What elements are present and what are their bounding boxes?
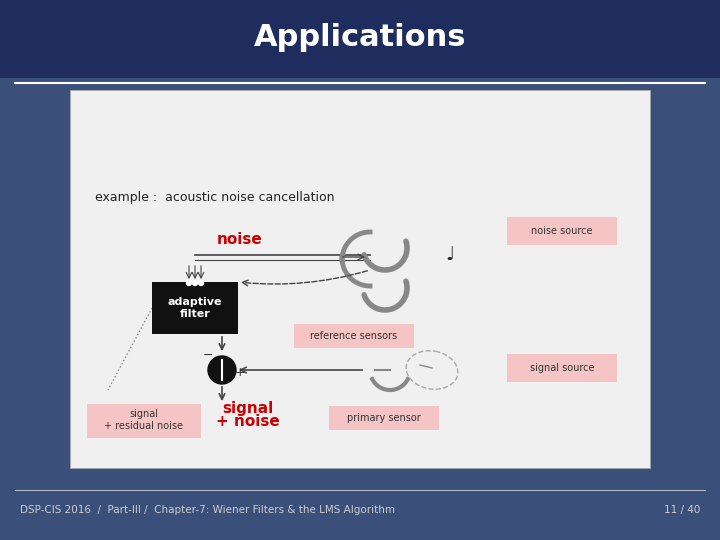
Text: +: +: [235, 366, 246, 379]
Text: signal: signal: [130, 409, 158, 419]
Circle shape: [208, 356, 236, 384]
Text: noise source: noise source: [531, 226, 593, 236]
Circle shape: [186, 280, 192, 286]
Text: ♩: ♩: [446, 246, 454, 265]
FancyBboxPatch shape: [507, 217, 617, 245]
FancyBboxPatch shape: [87, 404, 201, 438]
Text: + residual noise: + residual noise: [104, 421, 184, 431]
Text: + noise: + noise: [216, 415, 280, 429]
FancyBboxPatch shape: [507, 354, 617, 382]
Text: example :  acoustic noise cancellation: example : acoustic noise cancellation: [95, 192, 335, 205]
Circle shape: [199, 280, 204, 286]
Text: adaptive
filter: adaptive filter: [168, 297, 222, 319]
FancyBboxPatch shape: [70, 90, 650, 468]
Text: DSP-CIS 2016  /  Part-III /  Chapter-7: Wiener Filters & the LMS Algorithm: DSP-CIS 2016 / Part-III / Chapter-7: Wie…: [20, 505, 395, 515]
Text: reference sensors: reference sensors: [310, 331, 397, 341]
Text: −: −: [203, 348, 213, 361]
FancyBboxPatch shape: [152, 282, 238, 334]
Text: signal source: signal source: [530, 363, 594, 373]
FancyBboxPatch shape: [294, 324, 414, 348]
Circle shape: [192, 280, 197, 286]
FancyBboxPatch shape: [329, 406, 439, 430]
Text: 11 / 40: 11 / 40: [664, 505, 700, 515]
Text: primary sensor: primary sensor: [347, 413, 421, 423]
Text: Applications: Applications: [253, 24, 467, 52]
Text: noise: noise: [217, 233, 263, 247]
Text: signal: signal: [222, 401, 274, 415]
FancyBboxPatch shape: [0, 0, 720, 78]
